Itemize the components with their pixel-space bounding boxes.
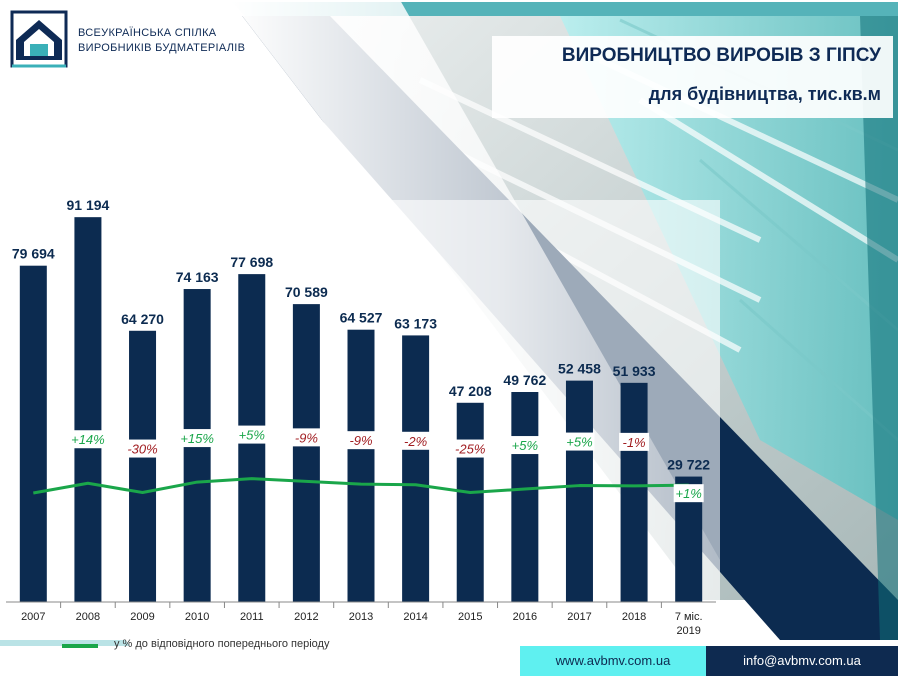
x-tick-label-4: 2011 <box>240 611 264 623</box>
growth-label-8: -25% <box>451 439 490 458</box>
website-link[interactable]: www.avbmv.com.ua <box>520 646 706 676</box>
growth-line <box>33 477 689 495</box>
x-tick-label-5: 2012 <box>294 611 318 623</box>
bar-value-label-6: 64 527 <box>340 310 383 326</box>
growth-label-text-10: +5% <box>566 435 592 450</box>
legend-label: у % до відповідного попереднього періоду <box>114 638 330 650</box>
bar-7 <box>402 335 430 602</box>
title-box: ВИРОБНИЦТВО ВИРОБІВ З ГІПСУ для будівниц… <box>492 36 893 118</box>
x-tick-label-12: 7 міс. 2019 <box>675 611 703 637</box>
bar-value-label-8: 47 208 <box>449 383 492 399</box>
legend-swatch <box>62 644 98 648</box>
growth-label-11: -1% <box>619 432 650 451</box>
x-tick-label-11: 2018 <box>622 611 646 623</box>
growth-label-text-2: -30% <box>127 442 157 457</box>
bar-value-label-1: 91 194 <box>67 197 110 213</box>
growth-label-4: +5% <box>236 425 267 444</box>
growth-label-text-9: +5% <box>512 438 538 453</box>
bar-value-label-10: 52 458 <box>558 361 601 377</box>
growth-label-bg-11 <box>619 432 650 451</box>
growth-label-bg-12 <box>673 484 704 503</box>
website-text: www.avbmv.com.ua <box>555 653 671 668</box>
growth-label-bg-10 <box>564 432 595 451</box>
growth-label-bg-8 <box>451 439 490 458</box>
growth-label-bg-2 <box>123 439 162 458</box>
bar-value-label-3: 74 163 <box>176 269 219 285</box>
growth-label-10: +5% <box>564 432 595 451</box>
org-name-line1: ВСЕУКРАЇНСЬКА СПІЛКА <box>78 27 217 39</box>
growth-label-text-8: -25% <box>455 442 485 457</box>
x-tick-label-0: 2007 <box>21 611 45 623</box>
growth-label-bg-6 <box>346 431 376 450</box>
bar-2 <box>129 330 157 602</box>
org-name-line2: ВИРОБНИКІВ БУДМАТЕРІАЛІВ <box>78 42 246 54</box>
bar-6 <box>347 329 375 602</box>
growth-label-text-12: +1% <box>675 486 701 501</box>
bar-value-label-4: 77 698 <box>230 254 273 270</box>
bar-8 <box>456 402 484 602</box>
bar-1 <box>74 217 102 602</box>
growth-label-bg-4 <box>236 425 267 444</box>
bar-value-label-5: 70 589 <box>285 284 328 300</box>
bar-value-label-12: 29 722 <box>667 457 710 473</box>
bar-11 <box>620 382 648 602</box>
org-logo <box>10 10 68 68</box>
bar-value-label-11: 51 933 <box>613 363 656 379</box>
bar-10 <box>565 380 593 602</box>
bar-5 <box>292 304 320 602</box>
bar-value-label-0: 79 694 <box>12 246 55 262</box>
growth-label-1: +14% <box>68 430 107 449</box>
bar-value-label-9: 49 762 <box>503 372 546 388</box>
x-tick-label-6: 2013 <box>349 611 373 623</box>
growth-label-text-7: -2% <box>404 434 427 449</box>
x-tick-label-2: 2009 <box>130 611 154 623</box>
growth-label-text-4: +5% <box>239 428 265 443</box>
growth-label-9: +5% <box>509 436 540 455</box>
growth-label-3: +15% <box>178 429 217 448</box>
x-tick-label-9: 2016 <box>513 611 537 623</box>
x-tick-label-8: 2015 <box>458 611 482 623</box>
growth-label-12: +1% <box>673 484 704 503</box>
x-tick-label-7: 2014 <box>403 611 427 623</box>
x-tick-label-3: 2010 <box>185 611 209 623</box>
growth-label-text-6: -9% <box>349 433 372 448</box>
bar-value-label-7: 63 173 <box>394 315 437 331</box>
growth-label-5: -9% <box>291 428 322 447</box>
growth-label-text-5: -9% <box>295 430 318 445</box>
growth-label-text-3: +15% <box>180 431 214 446</box>
growth-label-bg-3 <box>178 429 217 448</box>
growth-label-text-1: +14% <box>71 432 105 447</box>
bar-9 <box>511 392 539 602</box>
bar-0 <box>19 265 47 602</box>
growth-label-bg-1 <box>68 430 107 449</box>
growth-label-bg-9 <box>509 436 540 455</box>
growth-label-bg-7 <box>400 431 431 450</box>
growth-label-6: -9% <box>346 431 376 450</box>
org-name: ВСЕУКРАЇНСЬКА СПІЛКА ВИРОБНИКІВ БУДМАТЕР… <box>78 26 245 56</box>
growth-label-7: -2% <box>400 431 431 450</box>
chart-title: ВИРОБНИЦТВО ВИРОБІВ З ГІПСУ <box>561 45 881 66</box>
growth-label-text-11: -1% <box>623 435 646 450</box>
email-text: info@avbmv.com.ua <box>743 653 861 668</box>
bar-value-label-2: 64 270 <box>121 311 164 327</box>
growth-label-bg-5 <box>291 428 322 447</box>
x-tick-label-1: 2008 <box>76 611 100 623</box>
growth-label-2: -30% <box>123 439 162 458</box>
x-tick-label-10: 2017 <box>567 611 591 623</box>
chart-subtitle: для будівництва, тис.кв.м <box>648 84 881 104</box>
email-link[interactable]: info@avbmv.com.ua <box>706 646 898 676</box>
